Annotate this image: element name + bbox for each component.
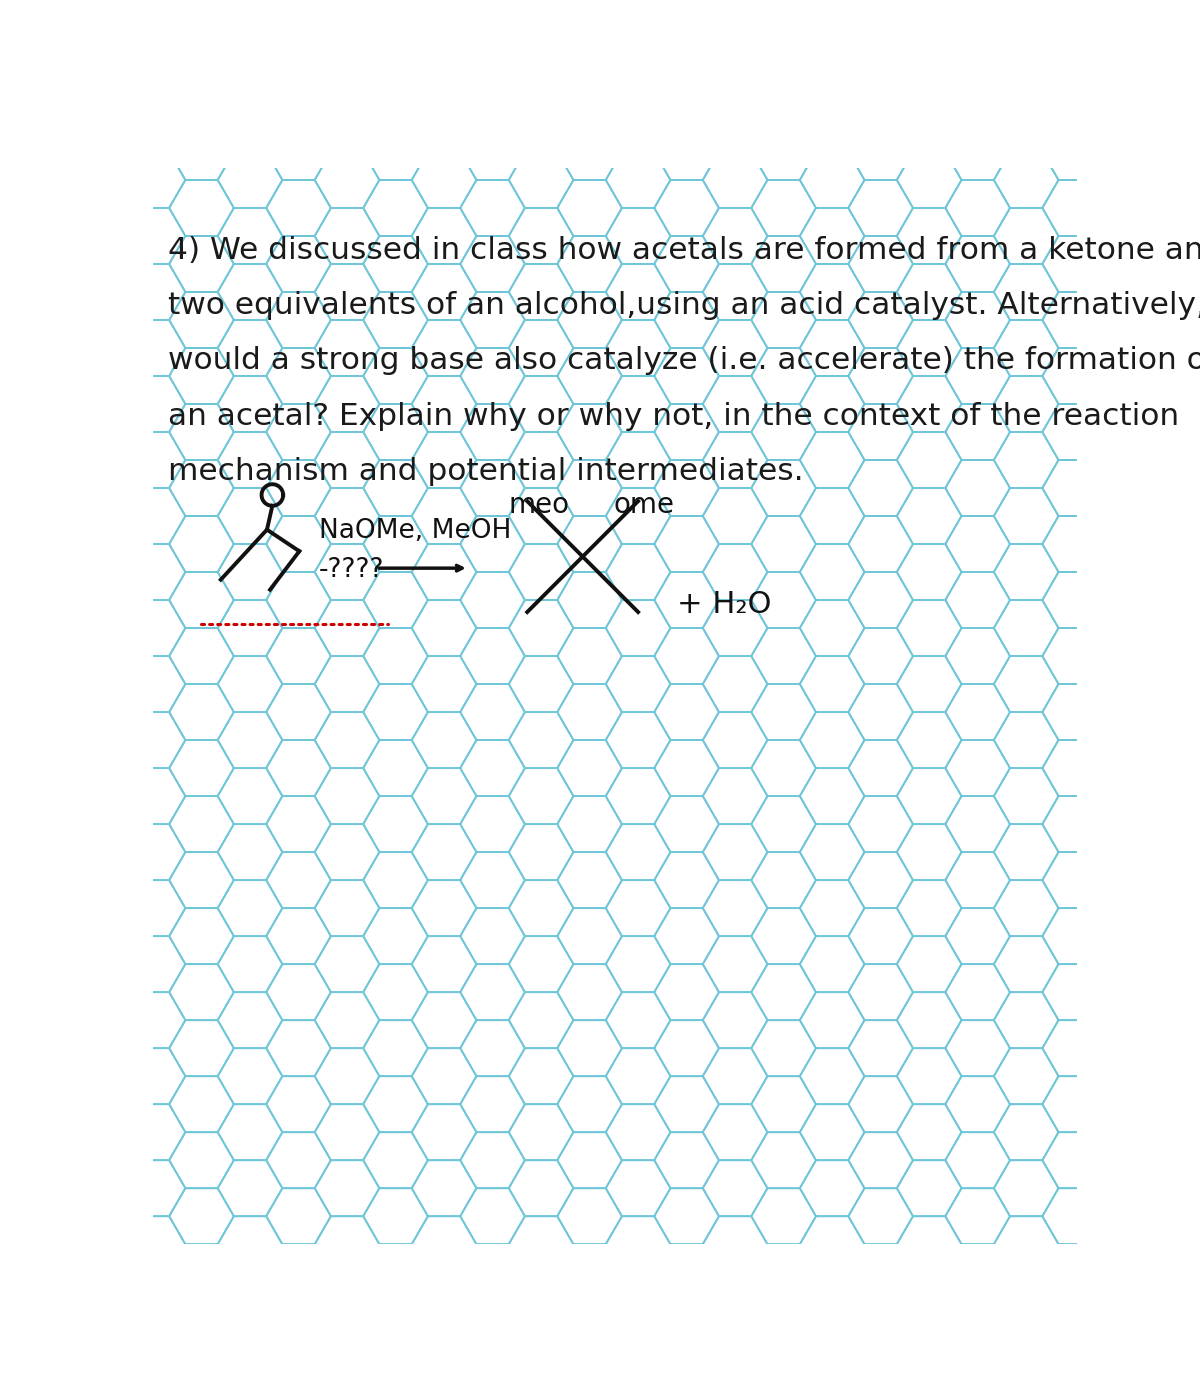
Text: an acetal? Explain why or why not, in the context of the reaction: an acetal? Explain why or why not, in th… <box>168 401 1180 431</box>
Text: 4) We discussed in class how acetals are formed from a ketone and: 4) We discussed in class how acetals are… <box>168 235 1200 264</box>
Text: + H₂O: + H₂O <box>677 590 772 619</box>
Text: -????: -???? <box>318 556 384 583</box>
Text: NaOMe, MeOH: NaOMe, MeOH <box>318 519 511 544</box>
Text: mechanism and potential intermediates.: mechanism and potential intermediates. <box>168 457 804 487</box>
Text: meo: meo <box>509 491 570 519</box>
Text: two equivalents of an alcohol,using an acid catalyst. Alternatively,: two equivalents of an alcohol,using an a… <box>168 291 1200 320</box>
Text: ome: ome <box>613 491 674 519</box>
Text: would a strong base also catalyze (i.e. accelerate) the formation of: would a strong base also catalyze (i.e. … <box>168 347 1200 376</box>
